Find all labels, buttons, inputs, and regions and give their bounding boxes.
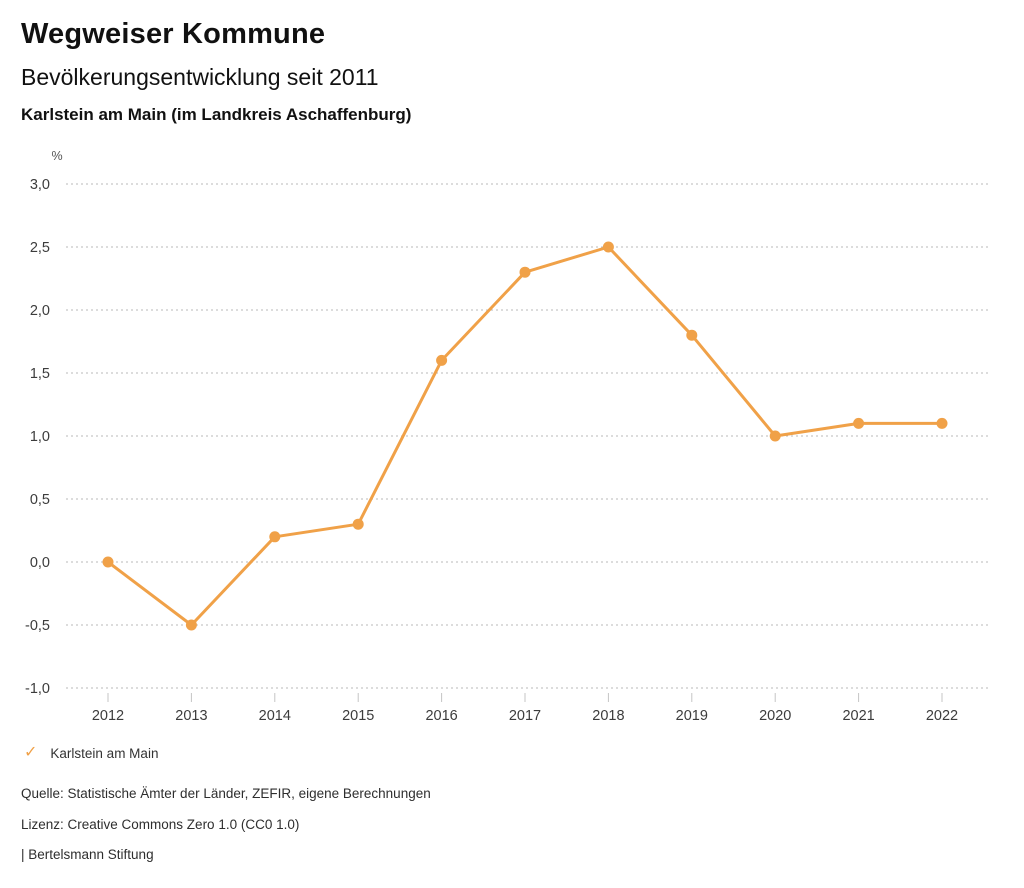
data-point[interactable] bbox=[352, 518, 364, 530]
x-axis-tick-label: 2021 bbox=[842, 708, 874, 724]
x-axis-tick-label: 2022 bbox=[926, 708, 958, 724]
data-point[interactable] bbox=[519, 266, 531, 278]
population-development-chart: % 3,0 2,5 2,0 1,5 1,0 0,5 0,0 -0,5 -1,0 2012 2013 20… bbox=[0, 140, 1024, 740]
legend-label: Karlstein am Main bbox=[50, 745, 159, 761]
page-title: Wegweiser Kommune bbox=[21, 18, 326, 50]
y-axis-tick-label: -1,0 bbox=[25, 681, 50, 697]
data-point[interactable] bbox=[686, 329, 698, 341]
data-point[interactable] bbox=[936, 417, 948, 429]
y-axis-tick-label: 2,0 bbox=[30, 303, 50, 319]
data-point[interactable] bbox=[769, 430, 781, 442]
data-point[interactable] bbox=[602, 241, 614, 253]
source-text: Quelle: Statistische Ämter der Länder, Z… bbox=[21, 786, 431, 801]
x-axis-tick-label: 2020 bbox=[759, 708, 791, 724]
y-axis-tick-label: 0,5 bbox=[30, 492, 50, 508]
x-axis-tick-label: 2015 bbox=[342, 708, 374, 724]
chart-location: Karlstein am Main (im Landkreis Aschaffe… bbox=[21, 105, 412, 124]
x-axis-tick-label: 2019 bbox=[676, 708, 708, 724]
attribution-text: | Bertelsmann Stiftung bbox=[21, 847, 154, 862]
x-axis-tick-label: 2012 bbox=[92, 708, 124, 724]
data-point[interactable] bbox=[269, 531, 281, 543]
x-axis-tick-label: 2014 bbox=[259, 708, 291, 724]
data-point[interactable] bbox=[853, 417, 865, 429]
y-axis-tick-label: 1,0 bbox=[30, 429, 50, 445]
x-axis-tick-label: 2017 bbox=[509, 708, 541, 724]
legend-item-karlstein[interactable]: ✓ Karlstein am Main bbox=[24, 745, 158, 761]
x-axis-tick-label: 2018 bbox=[592, 708, 624, 724]
chart-subtitle: Bevölkerungsentwicklung seit 2011 bbox=[21, 64, 379, 90]
y-axis-tick-label: -0,5 bbox=[25, 618, 50, 634]
y-axis-unit-label: % bbox=[51, 149, 62, 163]
x-axis-tick-label: 2013 bbox=[175, 708, 207, 724]
y-axis-tick-label: 2,5 bbox=[30, 240, 50, 256]
y-axis-tick-label: 3,0 bbox=[30, 177, 50, 193]
data-point[interactable] bbox=[185, 619, 197, 631]
chart-header: Wegweiser Kommune Bevölkerungsentwicklun… bbox=[21, 18, 411, 125]
x-axis-tick-label: 2016 bbox=[425, 708, 457, 724]
y-axis-tick-label: 1,5 bbox=[30, 366, 50, 382]
y-axis-tick-label: 0,0 bbox=[30, 555, 50, 571]
license-text: Lizenz: Creative Commons Zero 1.0 (CC0 1… bbox=[21, 817, 300, 832]
legend-check-icon: ✓ bbox=[24, 744, 38, 761]
data-point[interactable] bbox=[102, 556, 114, 568]
data-point[interactable] bbox=[436, 354, 448, 366]
line-chart-svg: %3,0 2,5 2,0 1,5 1,0 0,5 0,0 -0,5 -1,0 2012 2013 20… bbox=[25, 149, 990, 724]
